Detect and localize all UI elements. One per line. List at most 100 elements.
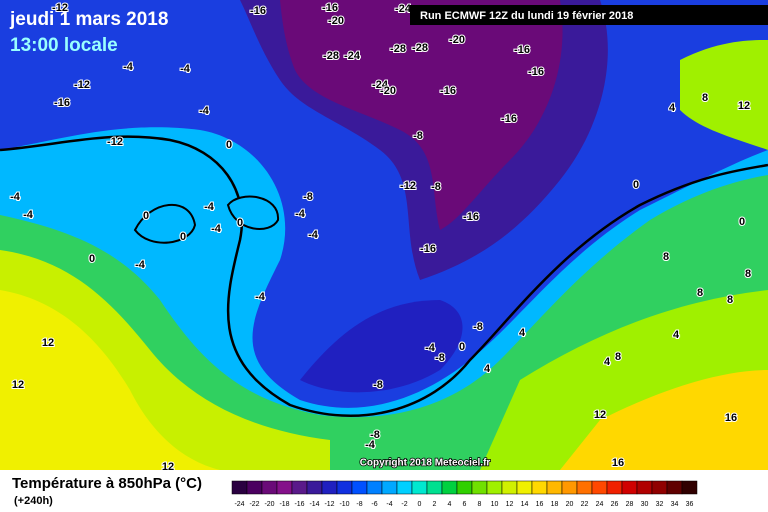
contour-label: 8 <box>702 92 708 104</box>
contour-label: 4 <box>519 327 526 339</box>
contour-label: 0 <box>226 139 232 151</box>
colorbar-label: -2 <box>401 501 407 508</box>
contour-label: -20 <box>449 34 465 46</box>
contour-label: -28 <box>323 50 339 62</box>
contour-label: -8 <box>435 352 445 364</box>
contour-label: -16 <box>463 211 479 223</box>
contour-label: -28 <box>390 43 406 55</box>
colorbar-label: -4 <box>386 501 392 508</box>
colorbar-label: 30 <box>641 501 649 508</box>
contour-label: 12 <box>738 100 750 112</box>
map-date: jeudi 1 mars 2018 <box>9 9 168 30</box>
contour-label: -8 <box>303 191 313 203</box>
contour-label: -16 <box>420 243 436 255</box>
colorbar-label: 14 <box>521 501 529 508</box>
colorbar-cell <box>546 480 563 495</box>
contour-label: 8 <box>663 251 669 263</box>
contour-label: -28 <box>412 42 428 54</box>
colorbar-cell <box>411 480 428 495</box>
colorbar-label: 6 <box>463 501 467 508</box>
colorbar-label: 8 <box>478 501 482 508</box>
contour-label: -12 <box>400 180 416 192</box>
colorbar-cell <box>606 480 623 495</box>
colorbar-label: 24 <box>596 501 604 508</box>
run-box <box>410 5 768 25</box>
contour-label: 0 <box>633 179 639 191</box>
copyright: Copyright 2018 Meteociel.fr <box>360 458 491 469</box>
colorbar-label: -8 <box>356 501 362 508</box>
contour-label: -4 <box>23 209 34 221</box>
map-background <box>0 0 768 471</box>
colorbar-label: -18 <box>279 501 289 508</box>
contour-label: -24 <box>344 50 361 62</box>
contour-label: -4 <box>295 208 306 220</box>
contour-label: 0 <box>89 253 95 265</box>
contour-label: -4 <box>365 439 376 451</box>
colorbar-cell <box>336 480 353 495</box>
colorbar-cell <box>381 480 398 495</box>
contour-label: -4 <box>123 61 134 73</box>
contour-label: -24 <box>372 79 389 91</box>
contour-label: -8 <box>473 321 483 333</box>
colorbar-cell <box>231 480 248 495</box>
colorbar-cell <box>516 480 533 495</box>
colorbar-cell <box>651 480 668 495</box>
contour-label: 8 <box>615 351 621 363</box>
contour-label: -4 <box>180 63 191 75</box>
colorbar-cell <box>261 480 278 495</box>
colorbar-label: 4 <box>448 501 452 508</box>
contour-label: 12 <box>42 337 54 349</box>
colorbar-label: 16 <box>536 501 544 508</box>
contour-label: -16 <box>322 2 338 14</box>
contour-label: 8 <box>697 287 703 299</box>
colorbar-label: 18 <box>551 501 559 508</box>
colorbar-cell <box>321 480 338 495</box>
colorbar-cell <box>276 480 293 495</box>
colorbar-cell <box>456 480 473 495</box>
contour-label: -16 <box>501 113 517 125</box>
colorbar-label: 28 <box>626 501 634 508</box>
colorbar-cell <box>621 480 638 495</box>
colorbar-cell <box>666 480 683 495</box>
contour-label: 4 <box>669 102 676 114</box>
colorbar-label: 20 <box>566 501 574 508</box>
contour-label: -20 <box>328 15 344 27</box>
contour-label: -16 <box>440 85 456 97</box>
colorbar-cell <box>531 480 548 495</box>
contour-label: 8 <box>745 268 751 280</box>
contour-label: 0 <box>180 231 186 243</box>
colorbar-label: -6 <box>371 501 377 508</box>
contour-label: -24 <box>395 3 412 15</box>
contour-label: -8 <box>370 429 380 441</box>
colorbar-label: 22 <box>581 501 589 508</box>
contour-label: -16 <box>54 97 70 109</box>
contour-label: 4 <box>604 356 611 368</box>
contour-label: -8 <box>413 130 423 142</box>
contour-label: 16 <box>725 412 737 424</box>
colorbar-cell <box>561 480 578 495</box>
contour-label: -16 <box>250 5 266 17</box>
contour-label: -12 <box>107 136 123 148</box>
contour-label: 0 <box>739 216 745 228</box>
colorbar-label: -16 <box>294 501 304 508</box>
contour-label: -4 <box>135 259 146 271</box>
colorbar-label: -14 <box>309 501 319 508</box>
contour-label: 4 <box>673 329 680 341</box>
colorbar-cell <box>366 480 383 495</box>
contour-label: -8 <box>431 181 441 193</box>
colorbar-label: -20 <box>264 501 274 508</box>
colorbar-cell <box>471 480 488 495</box>
contour-label: -8 <box>373 379 383 391</box>
colorbar-cell <box>351 480 368 495</box>
contour-label: -4 <box>211 223 222 235</box>
contour-label: 0 <box>459 341 465 353</box>
contour-label: -4 <box>10 191 21 203</box>
contour-label: 12 <box>594 409 606 421</box>
colorbar-cell <box>246 480 263 495</box>
footer-lead: (+240h) <box>14 495 53 507</box>
colorbar-label: -22 <box>249 501 259 508</box>
colorbar-cell <box>291 480 308 495</box>
contour-label: -4 <box>255 291 266 303</box>
colorbar-label: 26 <box>611 501 619 508</box>
